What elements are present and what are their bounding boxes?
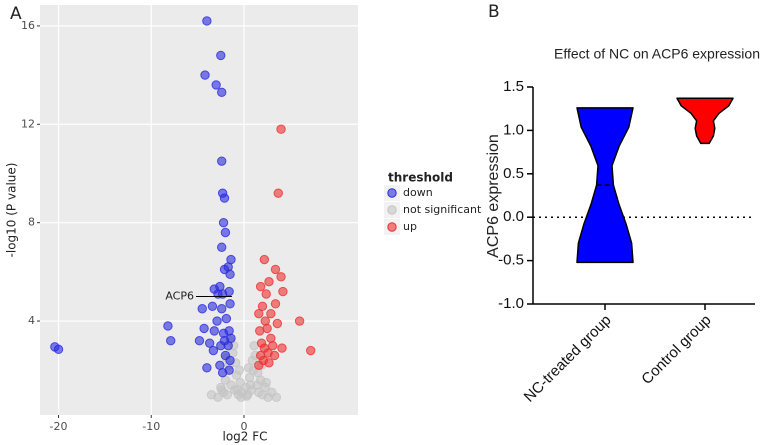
y-axis-label: -log10 (P value) (5, 163, 19, 258)
point (268, 340, 278, 351)
y-axis-label: ACP6 expression (485, 134, 502, 258)
point (264, 276, 274, 287)
point (266, 308, 276, 319)
point (232, 385, 243, 395)
legend-label: not significant (403, 203, 482, 216)
violin (676, 97, 734, 145)
point (199, 323, 209, 334)
x-tick-label: -10 (142, 420, 160, 433)
point (245, 380, 256, 390)
point (217, 304, 227, 314)
point (243, 363, 254, 373)
point (254, 360, 264, 371)
x-tick-label: Control group (638, 312, 714, 388)
point (208, 345, 219, 356)
point (209, 326, 219, 336)
point (200, 70, 210, 80)
point (242, 391, 252, 401)
x-axis-label: log2 FC (222, 430, 267, 444)
point (261, 377, 271, 388)
legend-swatch (387, 188, 397, 198)
point (270, 299, 281, 309)
point (219, 264, 230, 275)
plot-background (40, 5, 358, 415)
point (194, 336, 205, 346)
y-tick-label: 1.0 (503, 121, 524, 138)
y-tick-label: 12 (21, 117, 35, 130)
legend-label: up (403, 220, 417, 233)
point (272, 318, 283, 329)
x-tick-label: -20 (50, 420, 68, 433)
point (255, 281, 266, 292)
chart-title: Effect of NC on ACP6 expression (554, 46, 760, 62)
y-tick-label: -1.0 (498, 295, 524, 312)
y-tick-label: 0.5 (503, 165, 524, 182)
legend-swatch (387, 222, 397, 232)
point (166, 336, 176, 346)
x-tick-label: 0 (240, 420, 247, 433)
point (270, 264, 281, 275)
y-tick-label: 0.0 (503, 208, 524, 225)
point (217, 385, 227, 395)
legend-swatch (387, 205, 397, 215)
y-tick-label: 16 (21, 19, 35, 32)
point (211, 80, 221, 90)
y-tick-label: 4 (28, 314, 35, 327)
point (271, 392, 282, 402)
point (219, 193, 230, 203)
point (224, 286, 234, 297)
annotation: ACP6 (165, 289, 194, 302)
point (294, 316, 305, 326)
point (225, 355, 235, 366)
point (212, 316, 222, 326)
point (278, 286, 288, 297)
point (207, 301, 218, 311)
point (216, 50, 226, 61)
point (276, 124, 286, 134)
point (257, 301, 268, 311)
point (234, 365, 245, 375)
point (247, 355, 258, 366)
point (204, 338, 215, 348)
point (226, 333, 236, 343)
x-tick-label: NC-treated group (521, 312, 615, 406)
point (273, 188, 283, 198)
legend-title: threshold (388, 171, 453, 185)
point (217, 242, 227, 252)
point (202, 16, 212, 26)
point (217, 156, 227, 166)
point (269, 350, 280, 361)
panel-label: B (488, 2, 500, 22)
point (218, 217, 229, 228)
point (206, 390, 217, 400)
point (202, 363, 212, 373)
panel-label: A (10, 4, 22, 24)
point (197, 304, 207, 314)
point (276, 272, 286, 282)
point (277, 343, 287, 353)
y-tick-label: -0.5 (498, 252, 524, 269)
y-tick-label: 1.5 (503, 78, 524, 95)
point (225, 299, 235, 309)
point (262, 323, 272, 334)
point (261, 289, 271, 299)
point (217, 367, 228, 378)
point (221, 313, 232, 324)
point (163, 321, 173, 331)
legend-label: down (403, 186, 433, 199)
point (254, 308, 264, 319)
point (264, 358, 274, 368)
point (53, 344, 64, 355)
point (259, 254, 270, 265)
point (217, 87, 227, 98)
point (306, 345, 316, 356)
point (220, 227, 231, 238)
y-tick-label: 8 (28, 216, 35, 229)
